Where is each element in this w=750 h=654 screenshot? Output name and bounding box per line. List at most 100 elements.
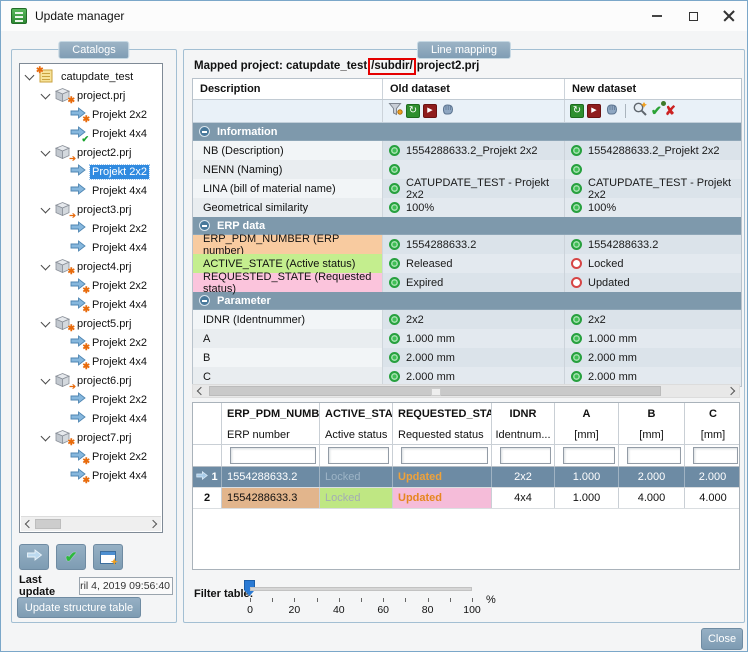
mapping-row[interactable]: C 2.000 mm 2.000 mm xyxy=(193,367,741,386)
chevron-expanded-icon[interactable] xyxy=(24,70,35,80)
new-value-cell[interactable]: CATUPDATE_TEST - Projekt 2x2 xyxy=(565,177,741,201)
collapse-icon[interactable] xyxy=(199,295,210,306)
mapping-row[interactable]: Geometrical similarity 100% 100% xyxy=(193,198,741,217)
chevron-expanded-icon[interactable] xyxy=(40,146,51,156)
mapping-row[interactable]: A 1.000 mm 1.000 mm xyxy=(193,329,741,348)
hand-icon[interactable] xyxy=(440,102,455,121)
old-value-cell[interactable]: 2x2 xyxy=(383,310,565,329)
tree-item[interactable]: ✱ Projekt 4x4 xyxy=(20,295,162,314)
chevron-expanded-icon[interactable] xyxy=(40,260,51,270)
new-value-cell[interactable]: 1554288633.2 xyxy=(565,235,741,254)
old-value-cell[interactable]: 2.000 mm xyxy=(383,348,565,367)
refresh-icon[interactable]: ↻ xyxy=(406,104,420,118)
tree-item[interactable]: ✱ Projekt 2x2 xyxy=(20,105,162,124)
chevron-expanded-icon[interactable] xyxy=(40,431,51,441)
tree-item[interactable]: ✱ project5.prj xyxy=(20,314,162,333)
play-icon[interactable]: ▶ xyxy=(423,104,437,118)
new-value-cell[interactable]: 2x2 xyxy=(565,310,741,329)
takeover-arrow-button[interactable] xyxy=(19,544,49,570)
tree-item[interactable]: ✱ Projekt 2x2 xyxy=(20,276,162,295)
close-button[interactable]: Close xyxy=(701,628,743,650)
section-header[interactable]: Information xyxy=(193,123,741,141)
tree-item[interactable]: ✱ catupdate_test xyxy=(20,66,162,86)
mapping-row[interactable]: LINA (bill of material name) CATUPDATE_TE… xyxy=(193,177,741,201)
structure-table-button[interactable]: ✦ xyxy=(93,544,123,570)
column-filter-input[interactable] xyxy=(627,447,681,464)
filter-icon[interactable] xyxy=(388,102,403,121)
scrollbar-thumb[interactable] xyxy=(35,519,61,529)
scrollbar-thumb[interactable] xyxy=(209,386,661,396)
chevron-expanded-icon[interactable] xyxy=(40,203,51,213)
mapping-row[interactable]: ERP_PDM_NUMBER (ERP number) 1554288633.2 1… xyxy=(193,233,741,257)
tree-item[interactable]: ✱ Projekt 2x2 xyxy=(20,447,162,466)
new-value-cell[interactable]: 2.000 mm xyxy=(565,348,741,367)
column-filter-input[interactable] xyxy=(693,447,738,464)
collapse-icon[interactable] xyxy=(199,126,210,137)
table-row[interactable]: 2 1554288633.3 Locked Updated 4x4 1.000 4.000 4… xyxy=(193,488,739,509)
tree-item[interactable]: Projekt 4x4 xyxy=(20,409,162,428)
mapping-row[interactable]: IDNR (Identnummer) 2x2 2x2 xyxy=(193,310,741,329)
scroll-right-icon[interactable] xyxy=(147,517,161,531)
mapping-row[interactable]: B 2.000 mm 2.000 mm xyxy=(193,348,741,367)
tree-item[interactable]: ➔ project2.prj xyxy=(20,143,162,163)
tree-item[interactable]: ✱ Projekt 4x4 xyxy=(20,466,162,485)
collapse-icon[interactable] xyxy=(199,220,210,231)
accept-mapping-icon[interactable]: ✔ xyxy=(651,103,662,118)
old-value-cell[interactable]: 1554288633.2_Projekt 2x2 xyxy=(383,141,565,160)
tree-item[interactable]: ✱ project7.prj xyxy=(20,428,162,447)
mapping-horizontal-scrollbar[interactable] xyxy=(192,384,740,398)
table-row[interactable]: 1 1554288633.2 Locked Updated 2x2 1.000 2.000 2… xyxy=(193,467,739,488)
column-filter-input[interactable] xyxy=(328,447,389,464)
tree-item[interactable]: ➔ project3.prj xyxy=(20,200,162,220)
chevron-expanded-icon[interactable] xyxy=(40,374,51,384)
chevron-expanded-icon[interactable] xyxy=(40,89,51,99)
refresh-icon[interactable]: ↻ xyxy=(570,104,584,118)
old-value-cell[interactable]: CATUPDATE_TEST - Projekt 2x2 xyxy=(383,177,565,201)
old-value-cell[interactable] xyxy=(383,160,565,179)
new-value-cell[interactable]: Updated xyxy=(565,273,741,292)
new-value-cell[interactable]: 1554288633.2_Projekt 2x2 xyxy=(565,141,741,160)
tree-item[interactable]: ✱ Projekt 4x4 xyxy=(20,352,162,371)
tree-item[interactable]: ✱ Projekt 2x2 xyxy=(20,333,162,352)
maximize-button[interactable] xyxy=(675,1,711,31)
tree-item[interactable]: Projekt 4x4 xyxy=(20,181,162,200)
old-value-cell[interactable]: 100% xyxy=(383,198,565,217)
old-value-cell[interactable]: 2.000 mm xyxy=(383,367,565,386)
play-icon[interactable]: ▶ xyxy=(587,104,601,118)
tree-item[interactable]: ➔ project6.prj xyxy=(20,371,162,391)
tree-item[interactable]: ✔ Projekt 4x4 xyxy=(20,124,162,144)
tree-item[interactable]: ✱ project.prj xyxy=(20,86,162,105)
confirm-button[interactable]: ✔ xyxy=(56,544,86,570)
scroll-left-icon[interactable] xyxy=(193,384,207,398)
search-mapping-icon[interactable] xyxy=(632,101,648,121)
tree-item[interactable]: Projekt 2x2 xyxy=(20,162,162,181)
old-value-cell[interactable]: Expired xyxy=(383,273,565,292)
mapping-row[interactable]: REQUESTED_STATE (Requested status) Expire… xyxy=(193,271,741,295)
new-value-cell[interactable] xyxy=(565,160,741,179)
column-filter-input[interactable] xyxy=(230,447,316,464)
section-header[interactable]: Parameter xyxy=(193,292,741,310)
scroll-left-icon[interactable] xyxy=(21,517,35,531)
old-value-cell[interactable]: 1554288633.2 xyxy=(383,235,565,254)
column-filter-input[interactable] xyxy=(563,447,615,464)
column-filter-input[interactable] xyxy=(401,447,488,464)
old-value-cell[interactable]: Released xyxy=(383,254,565,273)
close-window-button[interactable] xyxy=(711,1,747,31)
mapping-row[interactable]: NENN (Naming) xyxy=(193,160,741,179)
old-value-cell[interactable]: 1.000 mm xyxy=(383,329,565,348)
section-header[interactable]: ERP data xyxy=(193,217,741,235)
tree-item[interactable]: ✱ project4.prj xyxy=(20,257,162,276)
chevron-expanded-icon[interactable] xyxy=(40,317,51,327)
reject-mapping-icon[interactable]: ✘ xyxy=(660,101,676,118)
column-filter-input[interactable] xyxy=(500,447,551,464)
slider-track[interactable] xyxy=(250,587,472,591)
scroll-right-icon[interactable] xyxy=(725,384,739,398)
new-value-cell[interactable]: 2.000 mm xyxy=(565,367,741,386)
mapping-row[interactable]: NB (Description) 1554288633.2_Projekt 2x2… xyxy=(193,141,741,160)
new-value-cell[interactable]: 100% xyxy=(565,198,741,217)
new-value-cell[interactable]: Locked xyxy=(565,254,741,273)
tree-horizontal-scrollbar[interactable] xyxy=(21,516,161,531)
mapping-row[interactable]: ACTIVE_STATE (Active status) Released Lock… xyxy=(193,254,741,273)
update-structure-table-button[interactable]: Update structure table xyxy=(17,597,141,618)
tree-item[interactable]: Projekt 2x2 xyxy=(20,219,162,238)
